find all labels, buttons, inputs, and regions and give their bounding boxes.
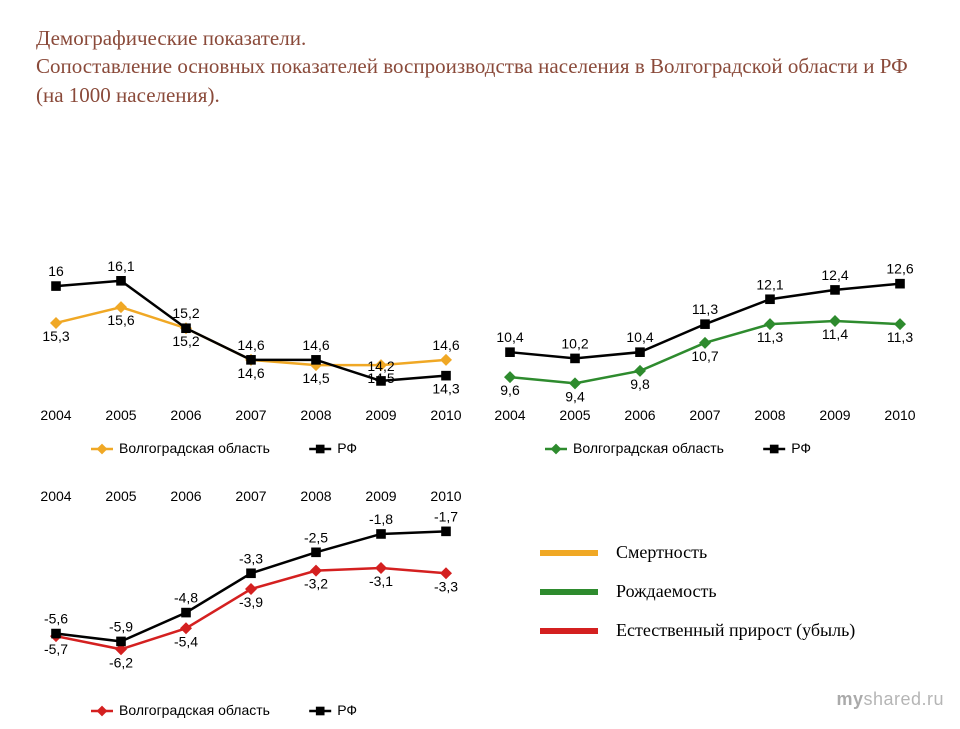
x-axis-year: 2008 xyxy=(754,407,785,423)
data-label: 12,6 xyxy=(886,261,913,277)
title-line-1: Демографические показатели. xyxy=(36,26,306,50)
x-axis-year: 2006 xyxy=(624,407,655,423)
x-axis-year: 2010 xyxy=(430,407,461,423)
data-label: -3,9 xyxy=(239,594,263,610)
data-label: 15,3 xyxy=(42,328,69,344)
legend-text: Смертность xyxy=(616,542,707,563)
data-label: -1,8 xyxy=(369,511,393,527)
data-label: -3,3 xyxy=(239,550,263,566)
legend-label: Волгоградская область xyxy=(573,440,724,456)
data-label: 14,3 xyxy=(432,381,459,397)
birthrate-chart: 2004 2005 2006 2007 2008 2009 2010 9,6 9,4 9,8 10,… xyxy=(490,241,920,467)
legend-text: Рождаемость xyxy=(616,581,717,602)
data-label: 10,4 xyxy=(496,329,523,345)
x-axis-year: 2009 xyxy=(365,407,396,423)
data-label: 12,1 xyxy=(756,276,783,292)
mortality-chart: 2004 2005 2006 2007 2008 2009 2010 15,3 15,6 15,2… xyxy=(36,241,466,467)
data-label: 16,1 xyxy=(107,258,134,274)
x-axis-year: 2004 xyxy=(40,407,71,423)
x-axis-year: 2006 xyxy=(170,407,201,423)
data-label: 14,6 xyxy=(432,337,459,353)
data-label: 9,4 xyxy=(565,388,585,404)
title-line-2: Сопоставление основных показателей воспр… xyxy=(36,54,908,106)
watermark-prefix: my xyxy=(836,689,863,709)
data-label: 9,6 xyxy=(500,382,520,398)
x-axis-year: 2010 xyxy=(430,489,461,504)
data-label: 14,5 xyxy=(302,370,329,386)
data-label: 10,7 xyxy=(691,348,718,364)
data-label: -5,4 xyxy=(174,633,198,649)
legend-swatch xyxy=(540,589,598,595)
x-axis-year: 2006 xyxy=(170,489,201,504)
legend-label: Волгоградская область xyxy=(119,440,270,456)
x-axis-year: 2007 xyxy=(235,407,266,423)
data-label: -4,8 xyxy=(174,590,198,606)
x-axis-year: 2004 xyxy=(40,489,71,504)
data-label: 15,2 xyxy=(172,305,199,321)
data-label: 12,4 xyxy=(821,267,848,283)
color-legend-row: Смертность xyxy=(540,542,855,563)
data-label: 11,3 xyxy=(692,301,718,317)
data-label: -1,7 xyxy=(434,508,458,524)
data-label: 10,4 xyxy=(626,329,653,345)
data-label: -3,1 xyxy=(369,573,393,589)
slide-title: Демографические показатели. Сопоставлени… xyxy=(0,0,960,117)
data-label: 14,2 xyxy=(367,358,394,374)
color-legend-row: Рождаемость xyxy=(540,581,855,602)
legend-text: Естественный прирост (убыль) xyxy=(616,620,855,641)
natural-growth-chart: 2004 2005 2006 2007 2008 2009 2010 -5,7 -6,2 -5,4… xyxy=(36,489,466,729)
data-label: 14,6 xyxy=(302,337,329,353)
x-axis-year: 2010 xyxy=(884,407,915,423)
legend-label: РФ xyxy=(337,702,357,718)
data-label: -5,9 xyxy=(109,618,133,634)
legend-swatch xyxy=(540,628,598,634)
watermark: myshared.ru xyxy=(836,689,944,710)
data-label: 11,3 xyxy=(887,329,913,345)
data-label: -3,3 xyxy=(434,578,458,594)
x-axis-year: 2007 xyxy=(689,407,720,423)
x-axis-year: 2005 xyxy=(105,489,136,504)
legend-label: Волгоградская область xyxy=(119,702,270,718)
x-axis-year: 2008 xyxy=(300,407,331,423)
data-label: -3,2 xyxy=(304,576,328,592)
x-axis-year: 2004 xyxy=(494,407,525,423)
legend-label: РФ xyxy=(791,440,811,456)
legend-label: РФ xyxy=(337,440,357,456)
x-axis-year: 2008 xyxy=(300,489,331,504)
data-label: 14,6 xyxy=(237,337,264,353)
data-label: -5,7 xyxy=(44,641,68,657)
data-label: 10,2 xyxy=(561,335,588,351)
color-legend: Смертность Рождаемость Естественный прир… xyxy=(540,542,855,659)
x-axis-year: 2005 xyxy=(105,407,136,423)
watermark-rest: shared.ru xyxy=(863,689,944,709)
data-label: 15,2 xyxy=(172,333,199,349)
x-axis-year: 2005 xyxy=(559,407,590,423)
legend-swatch xyxy=(540,550,598,556)
data-label: 14,6 xyxy=(237,365,264,381)
x-axis-year: 2007 xyxy=(235,489,266,504)
data-label: -5,6 xyxy=(44,611,68,627)
data-label: 11,3 xyxy=(757,329,783,345)
x-axis-year: 2009 xyxy=(365,489,396,504)
data-label: -6,2 xyxy=(109,654,133,670)
data-label: 16 xyxy=(48,263,64,279)
color-legend-row: Естественный прирост (убыль) xyxy=(540,620,855,641)
data-label: 9,8 xyxy=(630,376,650,392)
data-label: 15,6 xyxy=(107,312,134,328)
x-axis-year: 2009 xyxy=(819,407,850,423)
data-label: 11,4 xyxy=(822,326,848,342)
data-label: -2,5 xyxy=(304,529,328,545)
